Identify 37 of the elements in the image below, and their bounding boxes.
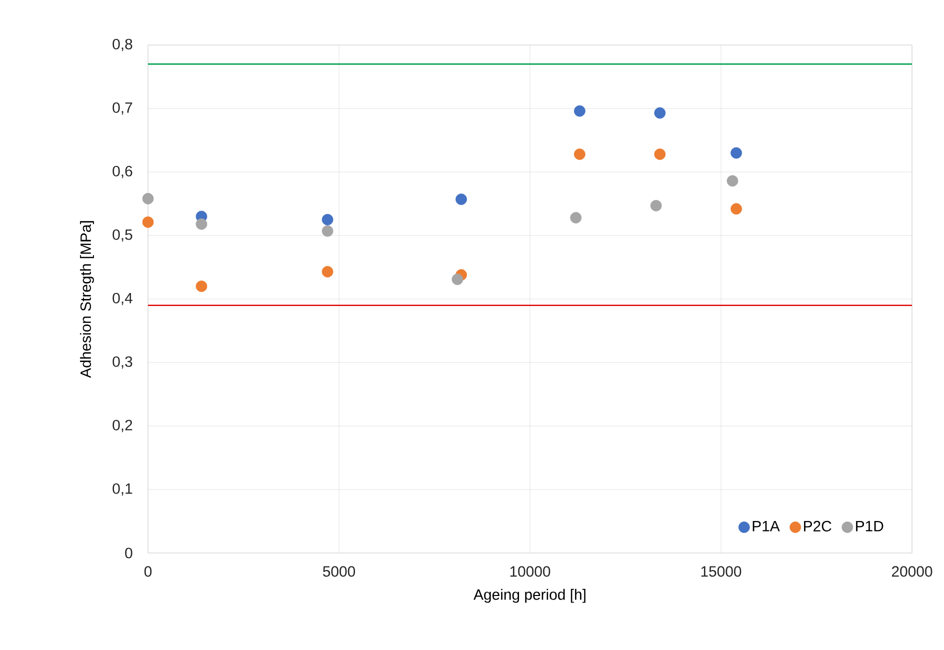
point xyxy=(322,214,334,226)
point xyxy=(654,148,666,160)
point xyxy=(574,148,586,160)
legend-label: P1D xyxy=(856,520,884,532)
point xyxy=(322,225,334,237)
point xyxy=(574,105,586,117)
point xyxy=(196,218,208,230)
point xyxy=(142,192,154,204)
point xyxy=(570,212,582,224)
x-tick-label: 5000 xyxy=(322,566,356,577)
point xyxy=(452,274,464,286)
x-tick-label: 0 xyxy=(144,566,152,577)
x-tick-label: 10000 xyxy=(510,566,550,577)
y-axis-title: Adhesion Stregth [MPa] xyxy=(80,221,94,378)
y-tick-label: 0,1 xyxy=(112,483,132,496)
point xyxy=(730,147,742,159)
x-axis-title: Ageing period [h] xyxy=(474,588,586,603)
y-tick-label: 0,7 xyxy=(112,102,132,115)
point xyxy=(650,200,662,212)
point xyxy=(456,194,467,206)
y-tick-label: 0,2 xyxy=(112,420,132,432)
legend-label: P2C xyxy=(804,520,832,532)
y-tick-label: 0,8 xyxy=(112,38,132,52)
point xyxy=(726,175,738,187)
point xyxy=(654,107,666,119)
legend-label: P1A xyxy=(752,520,780,532)
point xyxy=(730,203,742,215)
x-tick-label: 20000 xyxy=(892,566,932,577)
y-tick-label: 0,6 xyxy=(112,166,132,178)
y-tick-label: 0,5 xyxy=(112,229,132,242)
y-tick-label: 0,3 xyxy=(112,356,132,369)
y-tick-label: 0 xyxy=(125,548,132,558)
point xyxy=(322,266,334,278)
y-tick-label: 0,4 xyxy=(112,292,132,306)
point xyxy=(196,280,208,292)
x-tick-label: 15000 xyxy=(701,566,742,577)
point xyxy=(142,216,154,228)
